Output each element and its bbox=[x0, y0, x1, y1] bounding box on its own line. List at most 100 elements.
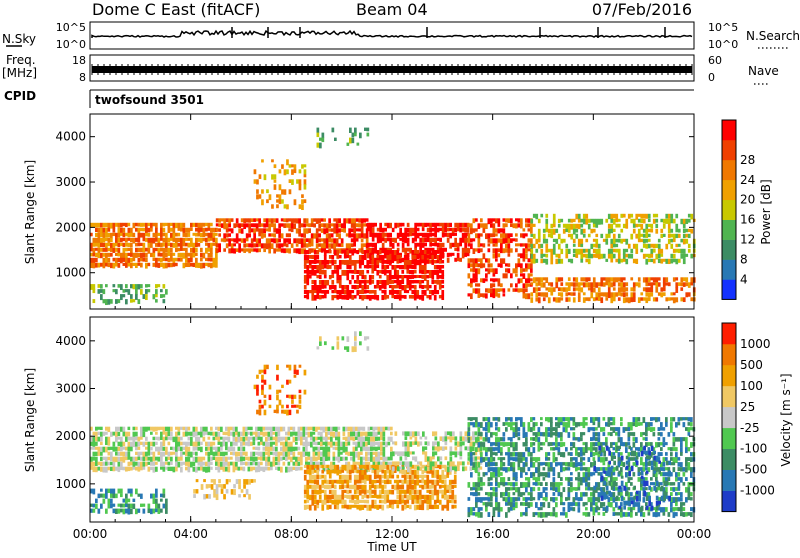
heatmap-cell bbox=[373, 427, 376, 432]
heatmap-cell bbox=[422, 451, 425, 454]
heatmap-cell bbox=[351, 228, 354, 232]
heatmap-cell bbox=[416, 470, 419, 475]
heatmap-cell bbox=[376, 295, 379, 300]
heatmap-cell bbox=[313, 427, 316, 431]
heatmap-cell bbox=[391, 275, 394, 279]
heatmap-cell bbox=[245, 452, 248, 456]
heatmap-cell bbox=[304, 169, 307, 174]
heatmap-cell bbox=[483, 293, 486, 297]
heatmap-cell bbox=[185, 427, 188, 432]
heatmap-cell bbox=[568, 229, 571, 233]
heatmap-cell bbox=[643, 297, 646, 300]
heatmap-cell bbox=[424, 475, 427, 478]
heatmap-cell bbox=[503, 288, 506, 293]
heatmap-cell bbox=[525, 487, 528, 492]
heatmap-cell bbox=[530, 502, 533, 507]
heatmap-cell bbox=[493, 293, 496, 298]
heatmap-cell bbox=[565, 224, 568, 230]
heatmap-cell bbox=[369, 223, 372, 228]
heatmap-cell bbox=[145, 457, 148, 461]
heatmap-cell bbox=[575, 487, 578, 491]
heatmap-cell bbox=[478, 243, 481, 247]
heatmap-cell bbox=[321, 490, 324, 493]
heatmap-cell bbox=[188, 457, 191, 463]
heatmap-cell bbox=[148, 457, 151, 461]
heatmap-cell bbox=[568, 282, 571, 288]
heatmap-cell bbox=[470, 258, 473, 262]
heatmap-cell bbox=[120, 243, 123, 246]
heatmap-cell bbox=[384, 500, 387, 504]
heatmap-cell bbox=[353, 432, 356, 437]
heatmap-cell bbox=[603, 462, 606, 465]
heatmap-cell bbox=[419, 280, 422, 285]
heatmap-cell bbox=[670, 297, 673, 300]
heatmap-cell bbox=[341, 228, 344, 232]
heatmap-cell bbox=[188, 228, 191, 233]
heatmap-cell bbox=[190, 432, 193, 436]
heatmap-cell bbox=[553, 472, 556, 476]
heatmap-cell bbox=[203, 462, 206, 466]
heatmap-cell bbox=[295, 447, 298, 451]
heatmap-cell bbox=[407, 466, 410, 472]
heatmap-cell bbox=[263, 218, 266, 222]
heatmap-cell bbox=[175, 263, 178, 266]
heatmap-cell bbox=[533, 462, 536, 468]
heatmap-cell bbox=[470, 457, 473, 462]
heatmap-cell bbox=[243, 432, 246, 436]
heatmap-cell bbox=[545, 229, 548, 232]
heatmap-cell bbox=[288, 233, 291, 237]
heatmap-cell bbox=[316, 465, 319, 471]
heatmap-cell bbox=[535, 482, 538, 486]
heatmap-cell bbox=[135, 253, 138, 258]
heatmap-cell bbox=[255, 457, 258, 461]
heatmap-cell bbox=[233, 427, 236, 431]
heatmap-cell bbox=[500, 447, 503, 453]
heatmap-cell bbox=[165, 258, 168, 261]
heatmap-cell bbox=[373, 432, 376, 437]
heatmap-cell bbox=[230, 462, 233, 466]
heatmap-cell bbox=[558, 297, 561, 302]
heatmap-cell bbox=[394, 250, 397, 256]
heatmap-cell bbox=[648, 214, 651, 219]
heatmap-cell bbox=[253, 223, 256, 227]
heatmap-cell bbox=[573, 457, 576, 460]
heatmap-cell bbox=[276, 248, 279, 251]
heatmap-cell bbox=[360, 442, 363, 448]
heatmap-cell bbox=[685, 229, 688, 232]
heatmap-cell bbox=[405, 461, 408, 466]
heatmap-cell bbox=[543, 467, 546, 470]
heatmap-cell bbox=[525, 477, 528, 480]
heatmap-cell bbox=[540, 282, 543, 287]
heatmap-cell bbox=[585, 472, 588, 478]
heatmap-cell bbox=[394, 265, 397, 270]
heatmap-cell bbox=[426, 280, 429, 286]
heatmap-cell bbox=[378, 427, 381, 433]
heatmap-cell bbox=[598, 422, 601, 428]
heatmap-cell bbox=[485, 233, 488, 239]
heatmap-cell bbox=[215, 258, 218, 263]
heatmap-cell bbox=[580, 219, 583, 223]
heatmap-cell bbox=[368, 442, 371, 445]
heatmap-cell bbox=[138, 447, 141, 450]
heatmap-cell bbox=[578, 477, 581, 482]
heatmap-cell bbox=[303, 432, 306, 438]
heatmap-cell bbox=[321, 475, 324, 479]
heatmap-cell bbox=[251, 238, 254, 243]
heatmap-cell bbox=[163, 442, 166, 446]
heatmap-cell bbox=[304, 250, 307, 255]
heatmap-cell bbox=[399, 223, 402, 227]
heatmap-cell bbox=[394, 500, 397, 504]
heatmap-cell bbox=[339, 290, 342, 295]
heatmap-cell bbox=[228, 238, 231, 243]
heatmap-cell bbox=[480, 233, 483, 236]
nsky-label: N.Sky bbox=[2, 32, 36, 46]
heatmap-cell bbox=[368, 452, 371, 456]
heatmap-cell bbox=[414, 250, 417, 254]
heatmap-cell bbox=[533, 472, 536, 477]
heatmap-cell bbox=[419, 505, 422, 510]
heatmap-cell bbox=[323, 442, 326, 445]
heatmap-cell bbox=[195, 442, 198, 447]
heatmap-cell bbox=[663, 219, 666, 224]
heatmap-cell bbox=[346, 465, 349, 470]
heatmap-cell bbox=[338, 243, 341, 247]
